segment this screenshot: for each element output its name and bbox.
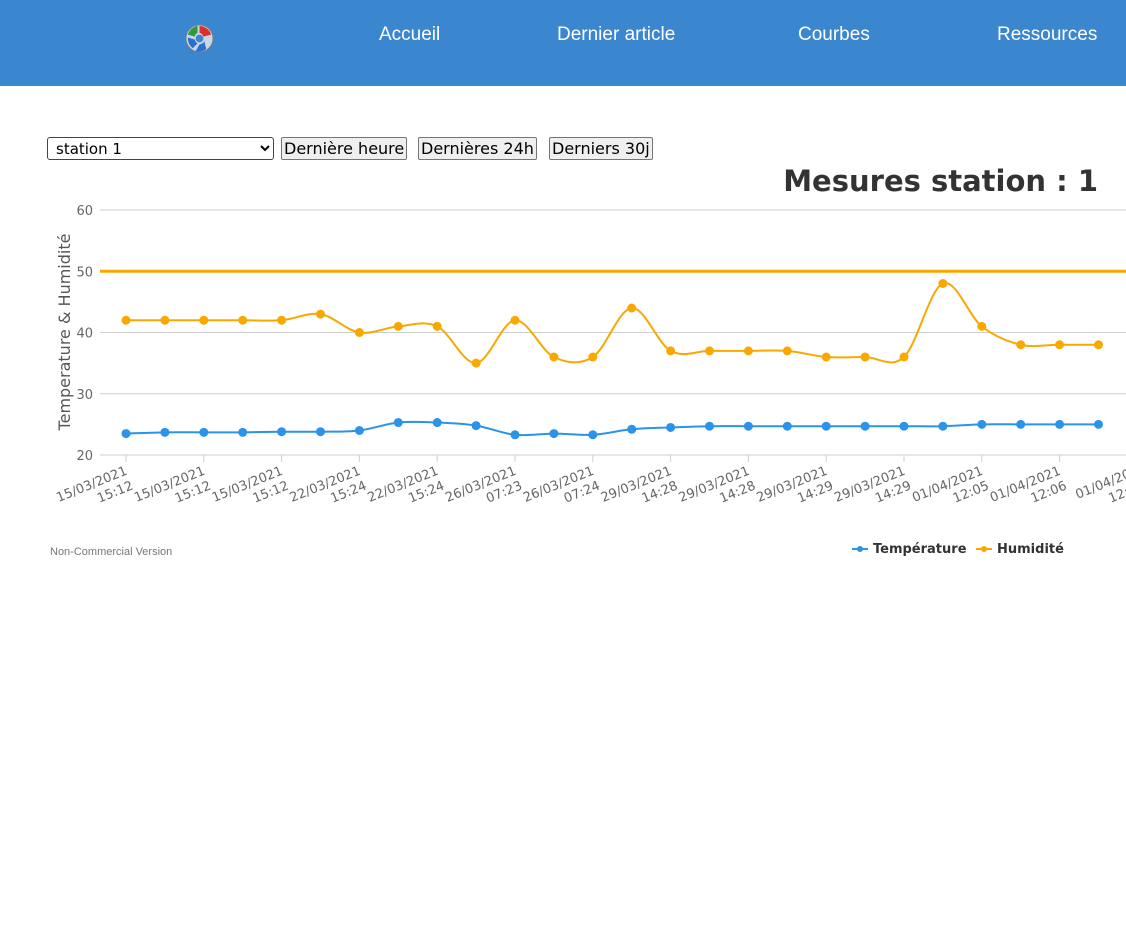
nav-link-ressources[interactable]: Ressources — [997, 24, 1098, 45]
humidity-point — [899, 352, 909, 362]
humidity-series-line — [126, 282, 1099, 365]
temperature-point — [821, 421, 831, 431]
x-tick-label: 15/03/202115:12 — [132, 464, 213, 521]
humidity-point — [277, 315, 287, 325]
watermark-text: Non-Commercial Version — [50, 546, 172, 558]
temperature-point — [666, 422, 676, 432]
y-tick-label: 60 — [76, 204, 93, 219]
temperature-point — [977, 419, 987, 429]
humidity-point — [510, 315, 520, 325]
x-tick-label: 29/03/202114:29 — [832, 464, 913, 521]
humidity-point — [1094, 340, 1103, 350]
legend-temperature-marker — [857, 546, 863, 552]
temperature-point — [860, 421, 870, 431]
legend: Température Humidité — [852, 542, 1064, 557]
humidity-point — [316, 309, 325, 319]
humidity-point — [743, 346, 753, 356]
y-tick-label: 40 — [76, 327, 93, 342]
humidity-point — [354, 328, 364, 337]
legend-item-humidity[interactable]: Humidité — [976, 542, 1064, 557]
x-tick-label: 15/03/202115:12 — [210, 464, 291, 521]
temperature-point — [1055, 419, 1065, 429]
legend-temperature-label: Température — [873, 542, 967, 557]
temperature-point — [121, 429, 131, 439]
y-tick-label: 50 — [76, 265, 93, 280]
last-30-days-button[interactable]: Derniers 30j — [549, 137, 653, 160]
humidity-point — [238, 315, 248, 325]
x-tick-label: 15/03/202115:12 — [54, 464, 135, 521]
humidity-point — [977, 321, 987, 331]
humidity-point — [471, 358, 481, 368]
humidity-point — [860, 352, 870, 362]
legend-humidity-label: Humidité — [997, 542, 1064, 557]
temperature-point — [588, 430, 598, 440]
humidity-point — [666, 346, 676, 356]
temperature-point — [471, 421, 481, 431]
last-24h-button[interactable]: Dernières 24h — [418, 137, 537, 160]
humidity-point — [121, 315, 131, 325]
temperature-point — [549, 429, 559, 439]
x-tick-label: 29/03/202114:28 — [677, 464, 758, 521]
legend-item-temperature[interactable]: Température — [852, 542, 967, 557]
temperature-point — [510, 430, 520, 440]
temperature-point — [238, 427, 248, 437]
station-select[interactable]: station 1 — [47, 137, 274, 160]
temperature-point — [432, 418, 442, 428]
x-tick-label: 29/03/202114:29 — [755, 464, 836, 521]
x-tick-label: 29/03/202114:28 — [599, 464, 680, 521]
x-tick-label: 01/04/202112:05 — [910, 464, 991, 521]
temperature-point — [705, 421, 714, 431]
x-tick-label: 26/03/202107:24 — [521, 464, 602, 521]
nav-link-courbes[interactable]: Courbes — [798, 24, 870, 45]
y-axis-label: Temperature & Humidité — [55, 234, 74, 432]
fablab-logo-icon[interactable] — [184, 23, 215, 54]
legend-humidity-marker — [981, 546, 987, 552]
temperature-point — [1094, 419, 1103, 429]
temperature-point — [277, 427, 287, 437]
humidity-point — [160, 315, 170, 325]
nav-link-dernier-article[interactable]: Dernier article — [557, 24, 676, 45]
humidity-point — [1055, 340, 1065, 350]
top-navbar: Accueil Dernier article Courbes Ressourc… — [0, 0, 1126, 86]
humidity-point — [432, 321, 442, 331]
temperature-point — [160, 427, 170, 437]
humidity-point — [782, 346, 792, 356]
x-tick-label: 26/03/202107:23 — [443, 464, 524, 521]
temperature-point — [627, 424, 637, 434]
humidity-point — [1016, 340, 1026, 350]
y-axis-ticks: 20 30 40 50 60 — [76, 204, 93, 464]
x-tick-label: 22/03/202115:24 — [288, 464, 369, 521]
humidity-point — [199, 315, 209, 325]
chart-grid — [100, 209, 1126, 456]
temperature-point — [782, 421, 792, 431]
x-tick-label: 01/04/202112:06 — [988, 464, 1069, 521]
temperature-point — [899, 421, 909, 431]
temperature-point — [1016, 419, 1026, 429]
y-tick-label: 20 — [76, 449, 93, 464]
last-hour-button[interactable]: Dernière heure — [281, 137, 408, 160]
x-tick-label: 22/03/202115:24 — [366, 464, 447, 521]
temperature-point — [316, 427, 325, 437]
humidity-point — [549, 352, 559, 362]
humidity-point — [627, 303, 637, 313]
humidity-point — [588, 352, 598, 362]
chart-series — [121, 279, 1103, 440]
nav-link-accueil[interactable]: Accueil — [379, 24, 441, 45]
temperature-point — [354, 426, 364, 435]
humidity-point — [938, 279, 948, 288]
temperature-point — [393, 418, 403, 428]
temperature-series-line — [125, 420, 1099, 437]
temperature-point — [938, 421, 948, 431]
x-axis-ticks: 15/03/202115:1215/03/202115:1215/03/2021… — [54, 455, 1126, 521]
temperature-point — [199, 427, 209, 437]
humidity-point — [393, 321, 403, 331]
humidity-point — [821, 352, 831, 362]
x-tick-label: 01/04/20212:06 — [1073, 464, 1126, 518]
y-tick-label: 30 — [76, 388, 93, 403]
temperature-point — [743, 421, 753, 431]
humidity-point — [705, 346, 714, 356]
chart-title: Mesures station : 1 — [783, 164, 1098, 198]
